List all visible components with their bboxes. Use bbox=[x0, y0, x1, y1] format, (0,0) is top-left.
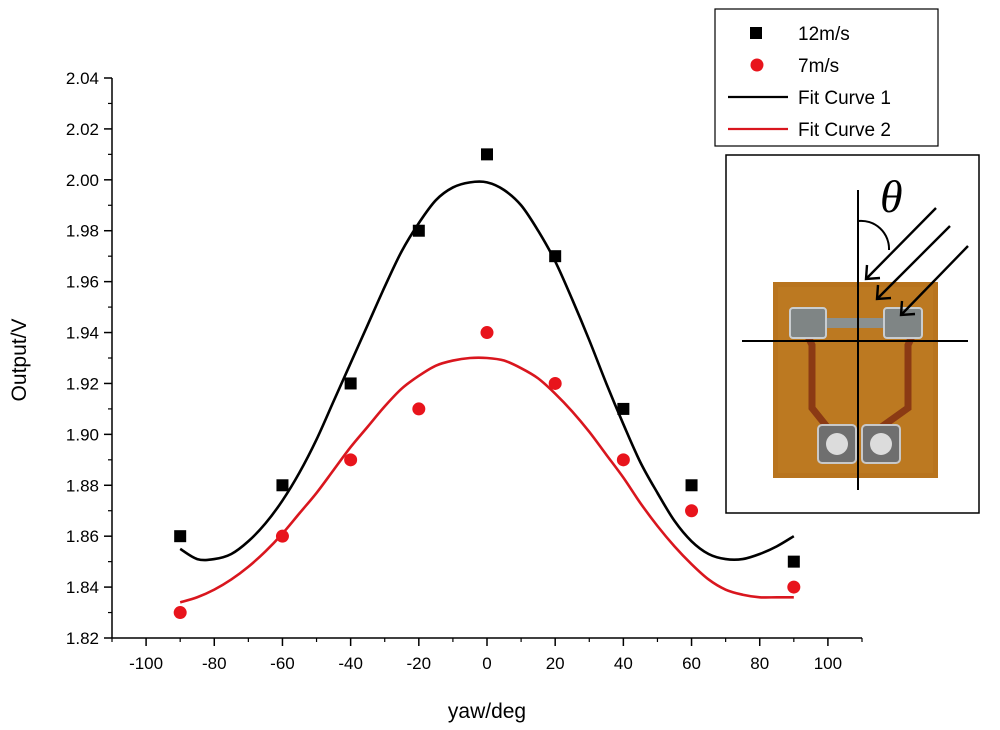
data-point-12ms bbox=[276, 479, 289, 492]
fit-curve-1 bbox=[179, 180, 795, 562]
y-tick-label: 1.90 bbox=[66, 425, 99, 444]
y-tick-label: 2.04 bbox=[66, 69, 99, 88]
data-point-12ms bbox=[481, 148, 493, 161]
data-point-7ms bbox=[480, 326, 494, 340]
x-tick-label: 20 bbox=[546, 654, 565, 673]
x-ticks: -100 -80 -60 -40 -20 0 20 40 60 80 100 bbox=[111, 638, 863, 673]
y-tick-label: 1.94 bbox=[66, 324, 99, 343]
y-tick-label: 2.00 bbox=[66, 171, 99, 190]
y-ticks: 1.82 1.84 1.86 1.88 1.90 1.92 1.94 1.96 1.98 2.00… bbox=[66, 69, 112, 648]
data-point-7ms bbox=[787, 580, 801, 594]
fit-curve-2 bbox=[179, 356, 794, 604]
x-tick-label: 40 bbox=[614, 654, 633, 673]
data-point-12ms bbox=[549, 250, 562, 263]
sensor-chip-image bbox=[773, 282, 938, 478]
data-point-12ms bbox=[787, 555, 800, 568]
y-tick-label: 1.88 bbox=[66, 476, 99, 495]
data-point-7ms bbox=[548, 376, 562, 390]
legend: 12m/s 7m/s Fit Curve 1 Fit Curve 2 bbox=[714, 8, 939, 147]
theta-symbol: θ bbox=[880, 171, 903, 222]
fit-curves bbox=[179, 180, 795, 604]
y-tick-label: 1.82 bbox=[66, 629, 99, 648]
data-point-7ms bbox=[616, 453, 630, 467]
data-point-7ms bbox=[173, 606, 187, 620]
x-axis-title: yaw/deg bbox=[448, 700, 526, 723]
legend-label-fit-1: Fit Curve 1 bbox=[798, 88, 891, 109]
x-tick-label: -80 bbox=[202, 654, 227, 673]
legend-marker-7ms bbox=[750, 58, 764, 72]
data-point-12ms bbox=[617, 402, 630, 415]
y-tick-label: 2.02 bbox=[66, 120, 99, 139]
x-tick-label: 0 bbox=[482, 654, 491, 673]
data-point-12ms bbox=[412, 224, 425, 237]
x-tick-label: 100 bbox=[814, 654, 842, 673]
y-tick-label: 1.92 bbox=[66, 374, 99, 393]
data-point-7ms bbox=[344, 453, 358, 467]
inset-sensor-figure: θ bbox=[725, 154, 980, 514]
data-point-7ms bbox=[412, 402, 426, 416]
angle-arc bbox=[857, 219, 891, 251]
data-point-7ms bbox=[685, 504, 699, 518]
x-tick-label: -20 bbox=[407, 654, 432, 673]
y-tick-label: 1.86 bbox=[66, 527, 99, 546]
x-tick-label: -100 bbox=[129, 654, 163, 673]
x-tick-label: -40 bbox=[338, 654, 363, 673]
y-axis-title: Output/V bbox=[8, 319, 31, 402]
y-tick-label: 1.98 bbox=[66, 222, 99, 241]
x-tick-label: 60 bbox=[682, 654, 701, 673]
data-point-12ms bbox=[344, 377, 357, 390]
legend-marker-12ms bbox=[750, 27, 762, 39]
legend-label-7ms: 7m/s bbox=[798, 56, 839, 77]
data-point-7ms bbox=[275, 529, 289, 543]
wind-arrows bbox=[864, 207, 969, 317]
y-tick-label: 1.84 bbox=[66, 578, 99, 597]
legend-label-12ms: 12m/s bbox=[798, 24, 850, 45]
y-tick-label: 1.96 bbox=[66, 273, 99, 292]
data-points bbox=[173, 148, 801, 620]
x-tick-label: -60 bbox=[270, 654, 295, 673]
data-point-12ms bbox=[685, 479, 698, 492]
x-tick-label: 80 bbox=[750, 654, 769, 673]
legend-label-fit-2: Fit Curve 2 bbox=[798, 120, 891, 141]
data-point-12ms bbox=[174, 530, 187, 543]
